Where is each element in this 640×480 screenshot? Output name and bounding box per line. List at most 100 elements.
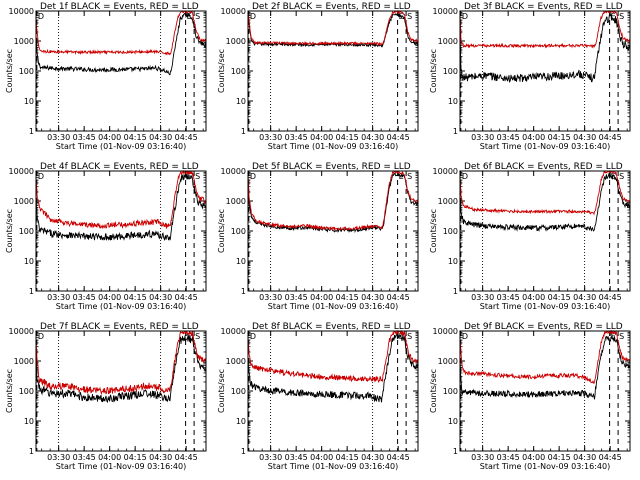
x-tick-label: 03:30 [47, 293, 70, 302]
x-tick-label: 04:45 [387, 293, 410, 302]
x-axis-label: Start Time (01-Nov-09 03:16:40) [56, 302, 186, 311]
y-tick-label: 100 [231, 387, 246, 396]
x-tick-label: 04:30 [573, 133, 596, 142]
x-tick-label: 04:15 [548, 133, 571, 142]
lld-series-line [247, 329, 419, 384]
x-tick-label: 03:45 [497, 453, 520, 462]
marker-label: D [462, 12, 468, 21]
y-tick-label: 10000 [9, 327, 34, 336]
x-axis-label: Start Time (01-Nov-09 03:16:40) [480, 142, 610, 151]
x-tick-label: 03:45 [285, 293, 308, 302]
lld-series-line [35, 10, 207, 56]
x-tick-label: 03:45 [285, 453, 308, 462]
y-tick-label: 1000 [14, 357, 34, 366]
x-tick-label: 04:00 [522, 453, 545, 462]
x-tick-label: 04:45 [599, 293, 622, 302]
y-tick-label: 1 [29, 127, 34, 136]
y-tick-label: 1000 [438, 197, 458, 206]
x-tick-label: 04:30 [149, 293, 172, 302]
plot-frame [35, 330, 207, 452]
x-tick-label: 04:30 [149, 453, 172, 462]
marker-label: E [611, 12, 616, 21]
y-tick-label: 10000 [221, 327, 246, 336]
y-tick-label: 1000 [438, 37, 458, 46]
x-tick-label: 04:45 [175, 453, 198, 462]
chart-title: Det 7f BLACK = Events, RED = LLD [40, 322, 199, 332]
x-tick-label: 04:15 [124, 293, 147, 302]
y-tick-label: 10000 [433, 327, 458, 336]
detector-panel: Det 6f BLACK = Events, RED = LLD Counts/s… [429, 162, 631, 311]
events-series-line [247, 172, 419, 234]
x-tick-label: 04:30 [573, 453, 596, 462]
marker-label: S [195, 172, 200, 181]
events-series-line [247, 334, 419, 403]
y-tick-label: 1 [29, 447, 34, 456]
x-tick-label: 03:45 [73, 133, 96, 142]
marker-label: S [407, 332, 412, 341]
x-tick-label: 04:00 [310, 293, 333, 302]
plot-frame [247, 330, 419, 452]
lld-series-line [35, 169, 207, 230]
marker-label: S [195, 12, 200, 21]
x-tick-label: 03:45 [73, 293, 96, 302]
marker-label: S [619, 332, 624, 341]
y-tick-label: 100 [231, 227, 246, 236]
marker-label: D [38, 332, 44, 341]
y-tick-label: 10 [24, 417, 34, 426]
marker-label: S [407, 12, 412, 21]
y-tick-label: 1 [241, 447, 246, 456]
y-tick-label: 100 [19, 227, 34, 236]
marker-label: D [462, 172, 468, 181]
y-tick-label: 10 [448, 417, 458, 426]
y-tick-label: 1000 [226, 357, 246, 366]
y-axis-label: Counts/sec [5, 369, 14, 413]
y-tick-label: 10 [24, 257, 34, 266]
detector-panel: Det 5f BLACK = Events, RED = LLD Counts/s… [217, 162, 419, 311]
x-tick-label: 03:30 [259, 453, 282, 462]
x-tick-label: 03:45 [285, 133, 308, 142]
detector-panel: Det 9f BLACK = Events, RED = LLD Counts/s… [429, 322, 631, 471]
chart-title: Det 5f BLACK = Events, RED = LLD [252, 162, 411, 172]
x-tick-label: 04:00 [310, 453, 333, 462]
x-tick-label: 03:30 [47, 133, 70, 142]
marker-label: D [250, 332, 256, 341]
y-tick-label: 10000 [221, 167, 246, 176]
plot-frame [35, 10, 207, 132]
x-tick-label: 04:15 [548, 453, 571, 462]
y-tick-label: 10 [448, 257, 458, 266]
y-tick-label: 1000 [226, 37, 246, 46]
y-axis-label: Counts/sec [217, 209, 226, 253]
lld-series-line [459, 329, 631, 384]
marker-label: D [250, 172, 256, 181]
y-tick-label: 100 [443, 67, 458, 76]
x-tick-label: 03:30 [259, 133, 282, 142]
plot-frame [247, 170, 419, 292]
detector-panel: Det 1f BLACK = Events, RED = LLD Counts/s… [5, 2, 207, 151]
y-tick-label: 1 [453, 127, 458, 136]
x-axis-label: Start Time (01-Nov-09 03:16:40) [480, 462, 610, 471]
y-tick-label: 1 [241, 287, 246, 296]
x-tick-label: 04:15 [124, 453, 147, 462]
x-tick-label: 04:15 [124, 133, 147, 142]
marker-label: D [38, 12, 44, 21]
y-tick-label: 10000 [9, 7, 34, 16]
x-axis-label: Start Time (01-Nov-09 03:16:40) [480, 302, 610, 311]
y-axis-label: Counts/sec [429, 369, 438, 413]
x-tick-label: 04:15 [336, 453, 359, 462]
x-tick-label: 03:30 [259, 293, 282, 302]
y-axis-label: Counts/sec [5, 209, 14, 253]
y-tick-label: 100 [19, 67, 34, 76]
marker-label: E [187, 12, 192, 21]
marker-label: E [187, 172, 192, 181]
events-series-line [459, 333, 631, 400]
y-tick-label: 1 [241, 127, 246, 136]
x-tick-label: 04:15 [548, 293, 571, 302]
x-axis-label: Start Time (01-Nov-09 03:16:40) [56, 142, 186, 151]
y-tick-label: 10 [236, 97, 246, 106]
y-tick-label: 1 [29, 287, 34, 296]
detector-panel: Det 7f BLACK = Events, RED = LLD Counts/s… [5, 322, 207, 471]
x-tick-label: 03:30 [47, 453, 70, 462]
y-tick-label: 1000 [438, 357, 458, 366]
plot-frame [247, 10, 419, 132]
